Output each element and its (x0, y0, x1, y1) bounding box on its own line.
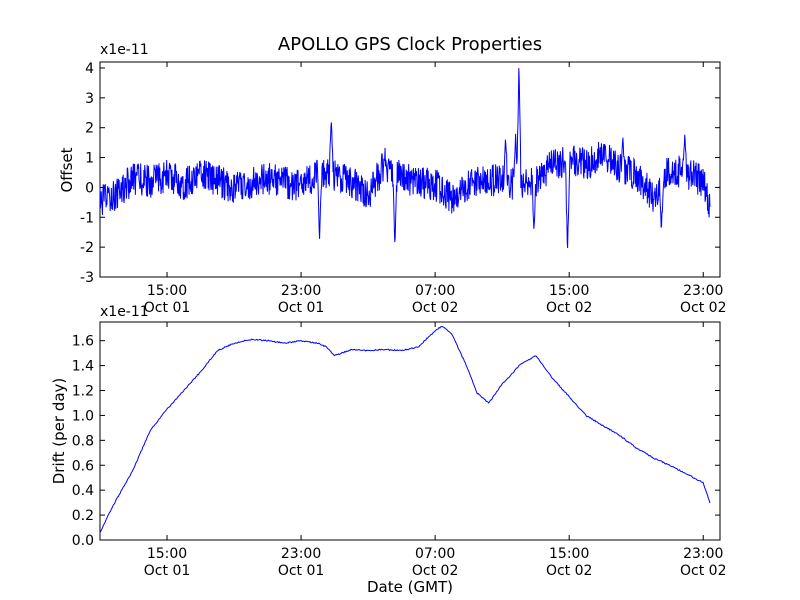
drift-x-label: Date (GMT) (367, 578, 453, 596)
y-tick-label: 0 (85, 180, 94, 196)
y-tick-label: -3 (80, 270, 94, 286)
y-tick-label: 1.0 (72, 408, 94, 424)
x-tick-label: 15:00 (147, 283, 187, 299)
x-tick-label: Oct 02 (412, 563, 458, 579)
y-tick-label: 0.6 (72, 458, 94, 474)
offset-multiplier-label: x1e-11 (100, 42, 149, 58)
offset-series-line (99, 68, 711, 248)
y-tick-label: 3 (85, 91, 94, 107)
drift-series-line (99, 326, 711, 533)
x-tick-label: 23:00 (281, 283, 321, 299)
y-tick-label: 1.6 (72, 334, 94, 350)
y-tick-label: -1 (80, 210, 94, 226)
y-tick-label: 1.2 (72, 384, 94, 400)
x-tick-label: Oct 01 (278, 300, 324, 316)
offset-y-ticks: -3 -2 -1 0 1 2 3 4 (80, 61, 720, 286)
x-tick-label: Oct 01 (278, 563, 324, 579)
y-tick-label: 0.2 (72, 508, 94, 524)
y-tick-label: 1.4 (72, 359, 94, 375)
x-tick-label: 15:00 (549, 283, 589, 299)
x-tick-label: 23:00 (683, 283, 723, 299)
x-tick-label: 07:00 (415, 546, 455, 562)
x-tick-label: Oct 01 (144, 300, 190, 316)
drift-panel: x1e-11 Drift (per day) Date (GMT) 0.0 0.2… (50, 304, 726, 596)
x-tick-label: 15:00 (147, 546, 187, 562)
x-tick-label: Oct 02 (412, 300, 458, 316)
x-tick-label: Oct 02 (680, 563, 726, 579)
y-tick-label: 1 (85, 151, 94, 167)
drift-y-label: Drift (per day) (50, 378, 68, 485)
drift-multiplier-label: x1e-11 (100, 304, 149, 320)
x-tick-label: Oct 01 (144, 563, 190, 579)
y-tick-label: 2 (85, 121, 94, 137)
x-tick-label: 23:00 (281, 546, 321, 562)
x-tick-label: 07:00 (415, 283, 455, 299)
y-tick-label: 4 (85, 61, 94, 77)
y-tick-label: 0.8 (72, 433, 94, 449)
y-tick-label: -2 (80, 240, 94, 256)
x-tick-label: 23:00 (683, 546, 723, 562)
x-tick-label: Oct 02 (546, 300, 592, 316)
x-tick-label: Oct 02 (546, 563, 592, 579)
x-tick-label: Oct 02 (680, 300, 726, 316)
drift-plot-frame (99, 321, 721, 541)
x-tick-label: 15:00 (549, 546, 589, 562)
drift-y-ticks: 0.0 0.2 0.4 0.6 0.8 1.0 1.2 1.4 1.6 (72, 334, 720, 549)
offset-y-label: Offset (58, 147, 76, 192)
y-tick-label: 0.4 (72, 483, 94, 499)
chart-title: APOLLO GPS Clock Properties (278, 34, 542, 55)
offset-plot-frame (99, 61, 721, 278)
y-tick-label: 0.0 (72, 533, 94, 549)
